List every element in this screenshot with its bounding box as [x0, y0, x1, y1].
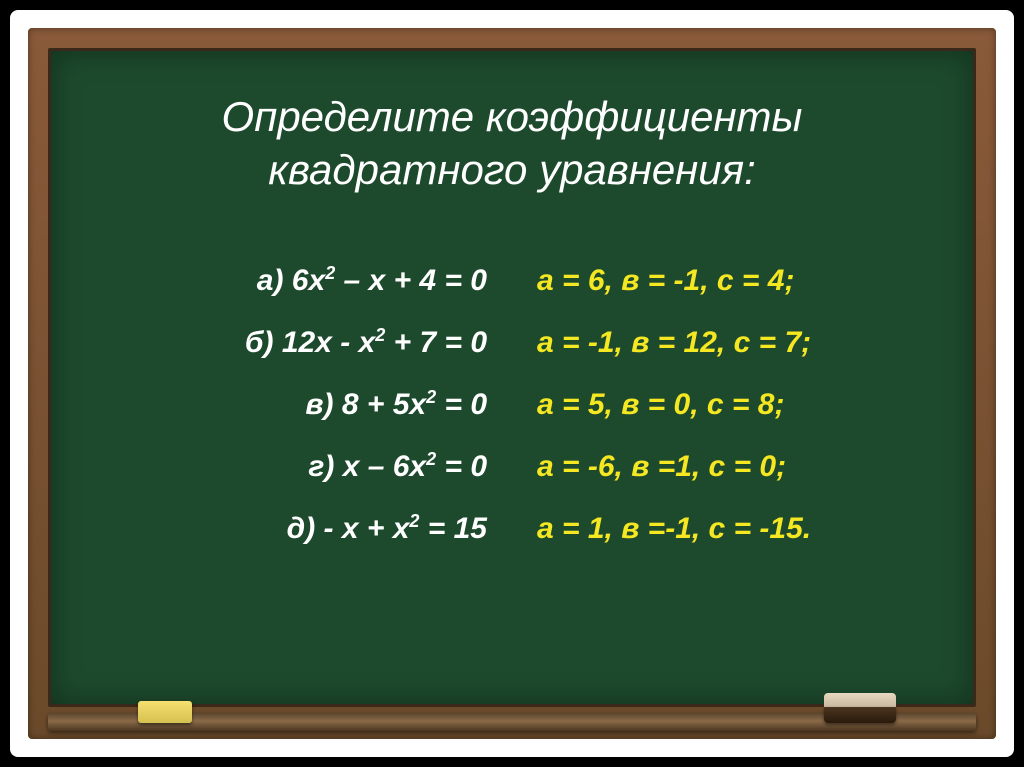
answer-d: а = -6, в =1, с = 0; — [537, 452, 913, 482]
equation-a: а) 6х2 – х + 4 = 0 — [111, 266, 487, 296]
answer-a: а = 6, в = -1, с = 4; — [537, 266, 913, 296]
content-columns: а) 6х2 – х + 4 = 0 б) 12х - х2 + 7 = 0 в… — [111, 266, 913, 576]
answer-c: а = 5, в = 0, с = 8; — [537, 390, 913, 420]
chalkboard-wooden-frame: Определите коэффициенты квадратного урав… — [28, 28, 996, 739]
slide-outer-frame: Определите коэффициенты квадратного урав… — [10, 10, 1014, 757]
equations-column: а) 6х2 – х + 4 = 0 б) 12х - х2 + 7 = 0 в… — [111, 266, 497, 576]
eraser-icon — [824, 693, 896, 723]
eraser-handle — [824, 707, 896, 723]
equation-c: в) 8 + 5х2 = 0 — [111, 390, 487, 420]
eraser-felt — [824, 693, 896, 707]
answer-e: а = 1, в =-1, с = -15. — [537, 514, 913, 544]
slide-title: Определите коэффициенты квадратного урав… — [111, 91, 913, 196]
equation-d: г) х – 6х2 = 0 — [111, 452, 487, 482]
equation-b: б) 12х - х2 + 7 = 0 — [111, 328, 487, 358]
chalk-icon — [138, 701, 192, 723]
chalkboard-surface: Определите коэффициенты квадратного урав… — [48, 48, 976, 707]
answers-column: а = 6, в = -1, с = 4; а = -1, в = 12, с … — [531, 266, 913, 576]
equation-e: д) - х + х2 = 15 — [111, 514, 487, 544]
answer-b: а = -1, в = 12, с = 7; — [537, 328, 913, 358]
